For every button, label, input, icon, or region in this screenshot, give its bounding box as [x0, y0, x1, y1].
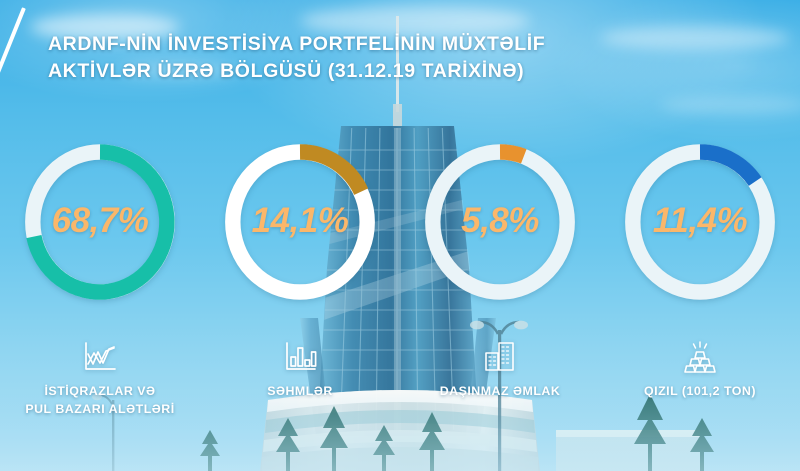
donut-real-estate: 5,8%	[416, 136, 584, 308]
legend-item-shares: SƏHMLƏR	[200, 330, 400, 418]
line-chart-icon	[82, 330, 118, 374]
donut-shares-svg	[225, 144, 375, 300]
cloud	[660, 96, 800, 114]
diagonal-slash-accent	[0, 7, 26, 82]
page-title-line-1: ARDNF-NİN İNVESTİSİYA PORTFELİNİN MÜXTƏL…	[48, 33, 546, 55]
donut-value-real-estate: 5,8%	[461, 201, 539, 241]
donut-arc-bonds	[26, 144, 175, 300]
donut-real-estate-svg	[425, 144, 575, 300]
gold-bars-icon	[682, 330, 718, 374]
cloud	[600, 26, 790, 50]
legend-label-gold: QIZIL (101,2 TON)	[643, 384, 756, 398]
donut-gold-svg	[625, 144, 775, 300]
legend-row: İSTİQRAZLAR VƏ PUL BAZARI ALƏTLƏRİ SƏHML…	[0, 330, 800, 418]
donut-cell-shares: 14,1%	[200, 133, 400, 311]
cloud	[300, 6, 530, 36]
donut-bonds-svg	[25, 144, 175, 300]
donut-bonds: 68,7%	[16, 136, 184, 308]
legend-item-bonds: İSTİQRAZLAR VƏ PUL BAZARI ALƏTLƏRİ	[0, 330, 200, 418]
cloud	[120, 62, 240, 78]
legend-label-bonds: İSTİQRAZLAR VƏ PUL BAZARI ALƏTLƏRİ	[25, 384, 175, 416]
legend-label-real-estate: DAŞINMAZ ƏMLAK	[439, 384, 561, 398]
page-title-line-2: AKTİVLƏR ÜZRƏ BÖLGÜSÜ (31.12.19 TARİXİNƏ…	[48, 59, 525, 82]
donut-arc-real-estate	[499, 144, 527, 164]
donut-cell-bonds: 68,7%	[0, 133, 200, 311]
donut-shares: 14,1%	[216, 136, 384, 308]
donut-value-shares: 14,1%	[251, 201, 349, 241]
donut-arc-gold	[699, 144, 762, 187]
buildings-icon	[482, 330, 518, 374]
donut-chart-row: 68,7% 14,1% 5,8%	[0, 133, 800, 311]
donut-arc-shares	[299, 144, 369, 196]
cloud	[30, 14, 180, 40]
page-title: ARDNF-NİN İNVESTİSİYA PORTFELİNİN MÜXTƏL…	[48, 31, 648, 84]
bar-chart-icon	[282, 330, 318, 374]
donut-cell-gold: 11,4%	[600, 133, 800, 311]
legend-item-real-estate: DAŞINMAZ ƏMLAK	[400, 330, 600, 418]
donut-gold: 11,4%	[616, 136, 784, 308]
donut-value-bonds: 68,7%	[51, 201, 149, 241]
donut-value-gold: 11,4%	[652, 201, 748, 241]
legend-label-shares: SƏHMLƏR	[267, 384, 333, 398]
legend-item-gold: QIZIL (101,2 TON)	[600, 330, 800, 418]
donut-cell-real-estate: 5,8%	[400, 133, 600, 311]
